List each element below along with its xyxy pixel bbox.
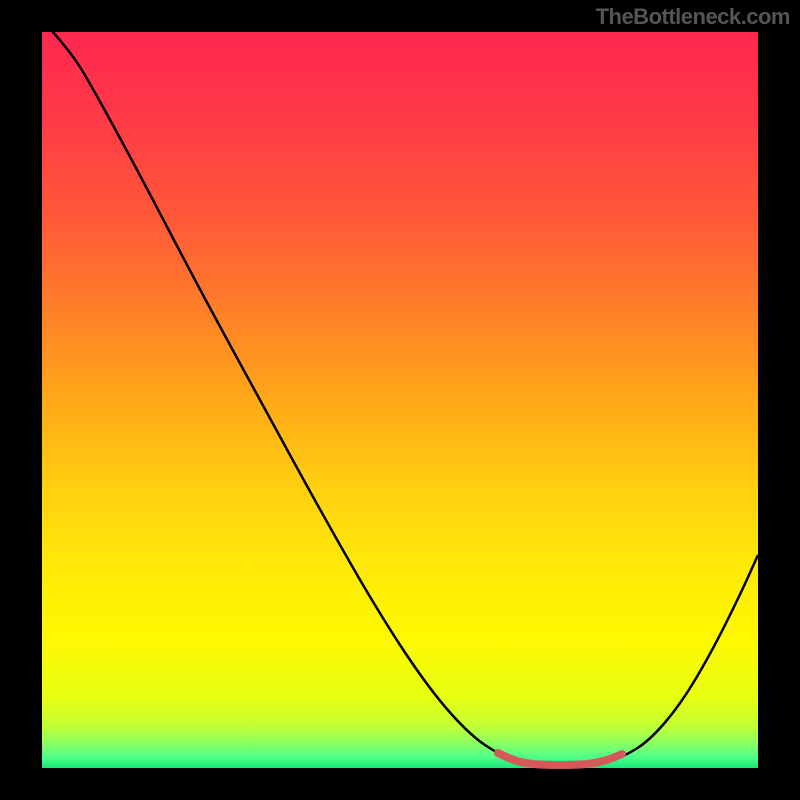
plot-background — [42, 32, 758, 768]
chart-container: TheBottleneck.com — [0, 0, 800, 800]
watermark-text: TheBottleneck.com — [596, 4, 790, 30]
chart-svg — [0, 0, 800, 800]
